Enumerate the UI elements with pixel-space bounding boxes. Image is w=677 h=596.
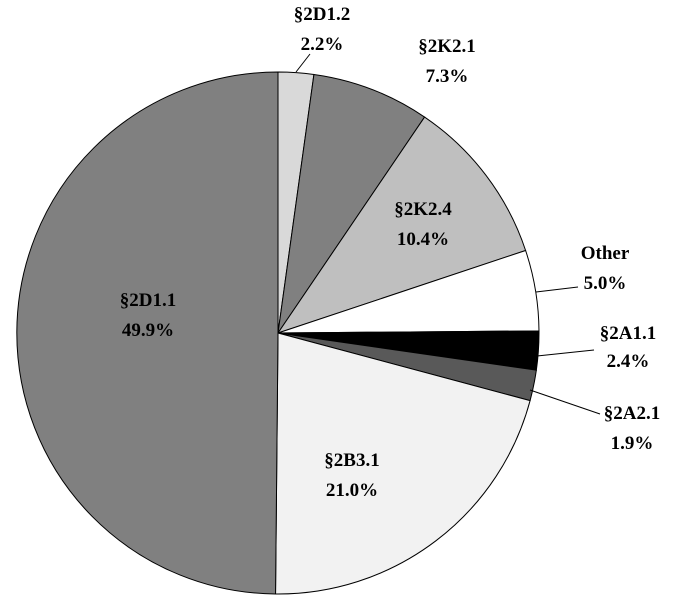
slice-percent-label: 1.9% xyxy=(611,433,654,454)
slice-name-label: §2K2.4 xyxy=(394,199,452,220)
slice-percent-label: 2.4% xyxy=(607,351,650,372)
slice-name-label: §2B3.1 xyxy=(324,450,379,471)
leader-line-5 xyxy=(536,349,595,357)
slice-percent-label: 2.2% xyxy=(301,34,344,55)
slice-name-label: §2A2.1 xyxy=(604,403,660,424)
pie-slice-8 xyxy=(16,71,279,595)
slice-percent-label: 49.9% xyxy=(122,320,174,341)
slice-percent-label: 7.3% xyxy=(426,66,469,87)
slice-name-label: §2K2.1 xyxy=(418,36,476,57)
pie-slices xyxy=(16,71,540,595)
slice-name-label: §2D1.2 xyxy=(294,4,350,25)
slice-percent-label: 21.0% xyxy=(326,480,378,501)
slice-name-label: §2D1.1 xyxy=(120,290,176,311)
slice-percent-label: 10.4% xyxy=(397,229,449,250)
pie-slice-7 xyxy=(275,332,531,595)
slice-name-label: Other xyxy=(581,243,630,264)
pie-slice-2 xyxy=(277,73,426,334)
leader-line-6 xyxy=(529,389,601,415)
leader-line-1 xyxy=(295,53,311,73)
slice-labels: §2D1.2 2.2% §2K2.1 7.3% §2K2.4 10.4% Other 5.0%… xyxy=(120,4,660,501)
pie-slice-3 xyxy=(276,116,527,334)
slice-name-label: §2A1.1 xyxy=(600,323,656,344)
leader-line-4 xyxy=(535,286,579,293)
slice-percent-label: 5.0% xyxy=(584,273,627,294)
